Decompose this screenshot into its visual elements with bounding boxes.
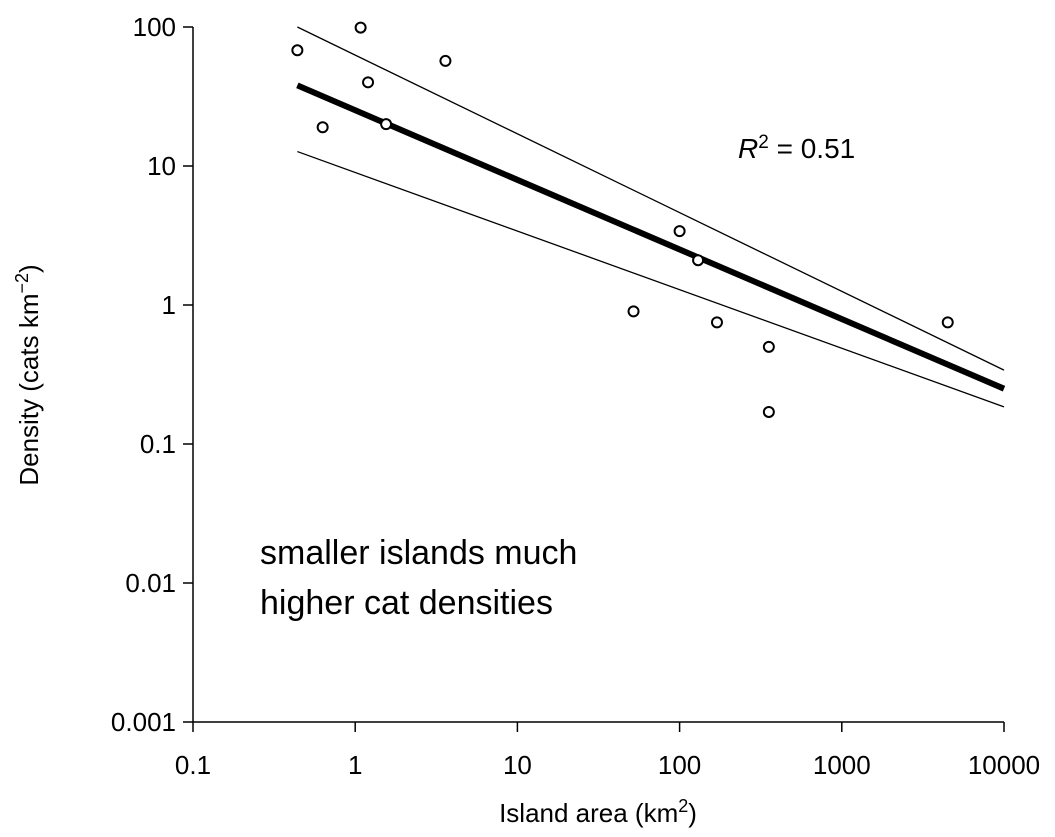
x-axis-title-exponent: 2: [678, 796, 688, 816]
y-tick-label: 10: [147, 151, 176, 181]
data-point: [439, 54, 452, 67]
r-squared-symbol: R: [738, 133, 758, 164]
x-axis-title-text: Island area (km: [499, 798, 678, 828]
y-tick-label: 0.001: [111, 707, 176, 737]
y-axis-title-close: ): [14, 264, 44, 273]
y-tick-label: 1: [162, 290, 176, 320]
regression-line: [296, 82, 1006, 392]
data-point: [762, 405, 775, 418]
data-point: [762, 340, 775, 353]
data-point: [291, 44, 304, 57]
data-point: [673, 225, 686, 238]
data-point: [941, 316, 954, 329]
x-tick-label: 1000: [813, 750, 871, 780]
annotation-line-2: higher cat densities: [260, 584, 553, 622]
data-point: [692, 254, 705, 267]
lower-bound-line: [297, 150, 1005, 408]
data-point: [710, 316, 723, 329]
y-axis-title: Density (cats km−2): [12, 264, 44, 485]
data-point: [354, 21, 367, 34]
data-point: [380, 118, 393, 131]
regression-lines: [296, 26, 1006, 408]
x-axis-title: Island area (km2): [499, 796, 697, 828]
annotation-line-1: smaller islands much: [260, 534, 577, 572]
r-squared-value: = 0.51: [769, 133, 855, 164]
x-axis-title-close: ): [688, 798, 697, 828]
r-squared-annotation: R2 = 0.51: [738, 132, 855, 164]
x-tick-label: 100: [658, 750, 701, 780]
data-point: [627, 305, 640, 318]
axes: 0.001 0.01 0.1 1 10 100 0.1 1 10 100 1000 10000: [111, 12, 1040, 780]
y-axis-title-exponent: −2: [12, 273, 32, 294]
y-tick-label: 0.01: [125, 568, 176, 598]
y-axis-title-text: Density (cats km: [14, 294, 44, 486]
data-point: [316, 121, 329, 134]
x-tick-label: 10000: [968, 750, 1040, 780]
x-tick-label: 0.1: [175, 750, 211, 780]
upper-bound-line: [297, 26, 1005, 371]
x-tick-label: 1: [348, 750, 362, 780]
y-tick-label: 100: [133, 12, 176, 42]
r-squared-exponent: 2: [758, 132, 769, 153]
data-point: [362, 76, 375, 89]
x-tick-label: 10: [503, 750, 532, 780]
y-tick-label: 0.1: [140, 429, 176, 459]
data-points: [291, 21, 954, 418]
